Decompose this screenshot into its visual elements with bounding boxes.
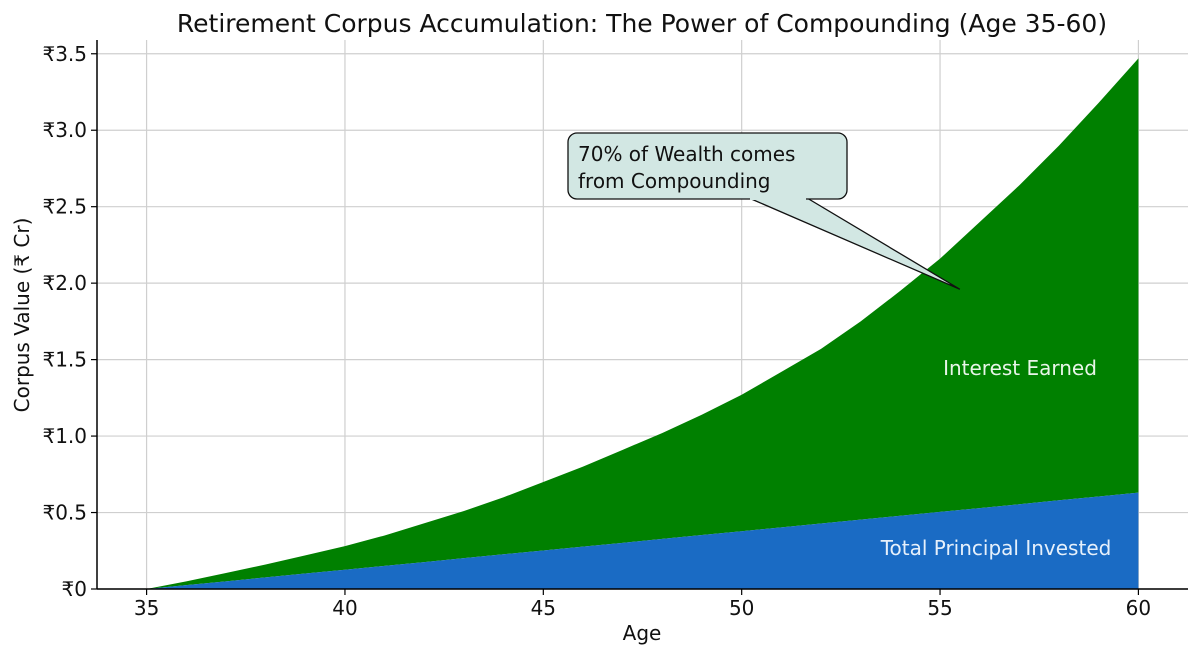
y-axis-label: Corpus Value (₹ Cr) [10, 218, 34, 413]
y-tick-label: ₹1.0 [42, 424, 87, 448]
annotation-arrow [748, 197, 961, 290]
y-tick-label: ₹3.0 [42, 118, 87, 142]
x-tick-label: 40 [332, 596, 357, 620]
label-interest-earned: Interest Earned [943, 356, 1097, 380]
y-tick-label: ₹2.0 [42, 271, 87, 295]
annotation-joint [750, 196, 806, 200]
x-tick-label: 45 [531, 596, 556, 620]
axes: 35 40 45 50 55 60 ₹0 ₹0.5 ₹1.0 ₹1.5 ₹2.0 ₹2.5 ₹3.0 ₹3… [42, 40, 1188, 620]
chart-title: Retirement Corpus Accumulation: The Powe… [177, 9, 1107, 38]
x-tick-label: 55 [927, 596, 952, 620]
y-tick-label: ₹2.5 [42, 195, 87, 219]
annotation-box [567, 132, 848, 200]
label-total-principal: Total Principal Invested [880, 536, 1112, 560]
annotation: 70% of Wealth comes from Compounding [567, 132, 961, 290]
y-tick-label: ₹3.5 [42, 42, 87, 66]
x-tick-label: 50 [729, 596, 754, 620]
y-tick-label: ₹0 [62, 577, 87, 601]
annotation-text: 70% of Wealth comes [578, 142, 795, 166]
areas [146, 58, 1139, 590]
x-axis-label: Age [623, 621, 662, 645]
area-total-principal [146, 492, 1139, 589]
area-interest-earned [146, 58, 1139, 590]
x-tick-label: 35 [134, 596, 159, 620]
annotation-text: from Compounding [578, 169, 771, 193]
y-tick-label: ₹0.5 [42, 501, 87, 525]
x-tick-label: 60 [1126, 596, 1151, 620]
y-tick-label: ₹1.5 [42, 348, 87, 372]
